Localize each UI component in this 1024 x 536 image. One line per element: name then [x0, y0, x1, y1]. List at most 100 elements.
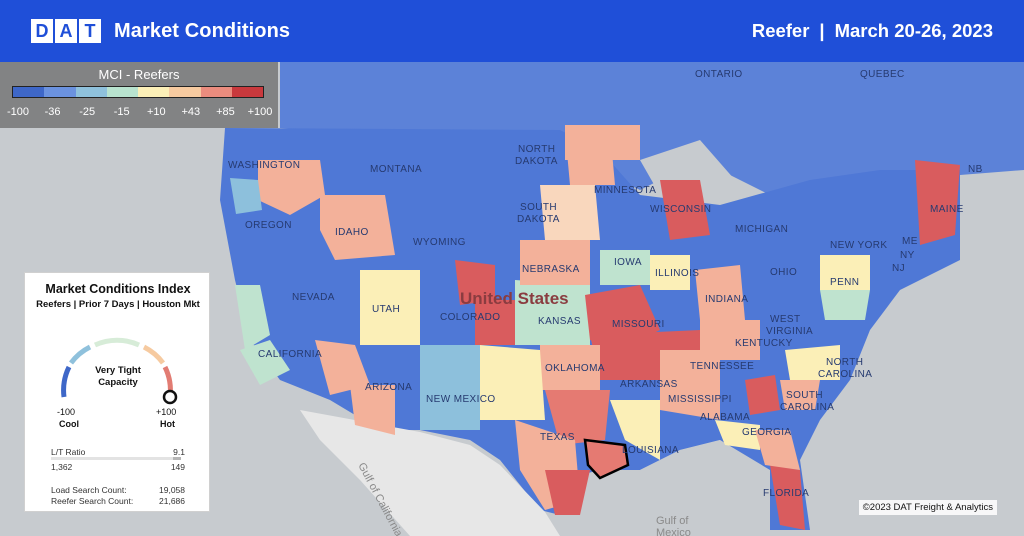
label-missouri: MISSOURI	[612, 319, 665, 330]
legend-tick-label: -100	[6, 106, 30, 118]
region-ontario-west[interactable]	[565, 125, 640, 160]
region-idaho[interactable]	[320, 195, 395, 260]
region-wisconsin[interactable]	[660, 180, 710, 240]
region-nebraska[interactable]	[520, 240, 590, 285]
region-tennessee[interactable]	[700, 320, 760, 360]
date-range: March 20-26, 2023	[834, 20, 993, 41]
label-virginia-1: WEST	[770, 314, 801, 325]
reefer-search-row: Reefer Search Count: 21,686	[51, 496, 185, 506]
load-truck-row: 1,362 149	[51, 462, 185, 472]
region-denver-north[interactable]	[455, 260, 495, 305]
label-idaho: IDAHO	[335, 227, 369, 238]
legend-swatch	[13, 87, 45, 97]
region-east-washington[interactable]	[258, 160, 325, 215]
mci-gauge	[61, 337, 178, 405]
region-california[interactable]	[240, 340, 290, 385]
load-search-value: 19,058	[159, 485, 185, 495]
label-north-carolina-2: CAROLINA	[818, 369, 872, 380]
logo-letter-d: D	[31, 19, 53, 43]
label-oregon: OREGON	[245, 220, 292, 231]
region-north-florida[interactable]	[755, 430, 800, 470]
region-dallas[interactable]	[545, 390, 610, 445]
label-nebraska: NEBRASKA	[522, 264, 580, 275]
region-kansas[interactable]	[515, 280, 590, 345]
lt-ratio-value: 9.1	[173, 447, 185, 457]
label-texas: TEXAS	[540, 432, 575, 443]
label-maine: MAINE	[930, 204, 964, 215]
region-maine[interactable]	[915, 160, 960, 245]
region-north-carolina[interactable]	[785, 345, 840, 380]
label-gulf-of-mexico-1: Gulf of	[656, 515, 689, 527]
label-ontario: ONTARIO	[695, 69, 743, 80]
reefer-search-label: Reefer Search Count:	[51, 496, 134, 506]
mci-choropleth-map[interactable]: WASHINGTON OREGON IDAHO MONTANA WYOMING …	[0, 62, 1024, 536]
region-socal[interactable]	[315, 340, 370, 395]
region-houston[interactable]	[583, 438, 630, 480]
region-georgia-south[interactable]	[715, 420, 760, 450]
label-michigan: MICHIGAN	[735, 224, 788, 235]
logo-letter-t: T	[79, 19, 101, 43]
canada-region	[280, 62, 1024, 200]
logo-letter-a: A	[55, 19, 77, 43]
map-canvas: WASHINGTON OREGON IDAHO MONTANA WYOMING …	[0, 62, 1024, 536]
region-south-texas[interactable]	[545, 470, 590, 515]
gauge-min-value: -100	[57, 407, 76, 417]
region-illinois[interactable]	[650, 255, 690, 290]
legend-swatch	[138, 87, 170, 97]
region-south-florida[interactable]	[770, 465, 805, 530]
page-header: D A T Market Conditions Reefer | March 2…	[0, 0, 1024, 62]
label-oklahoma: OKLAHOMA	[545, 363, 605, 374]
gauge-status: Very Tight Capacity	[83, 365, 153, 389]
region-oklahoma[interactable]	[540, 345, 600, 390]
region-penn[interactable]	[820, 290, 870, 320]
lt-ratio-bar	[51, 457, 181, 460]
region-mississippi[interactable]	[660, 350, 720, 420]
region-minnesota-south[interactable]	[540, 185, 600, 240]
label-south-dakota-2: DAKOTA	[517, 214, 560, 225]
region-iowa[interactable]	[600, 250, 650, 285]
mexico-land	[300, 410, 560, 536]
label-north-dakota-1: NORTH	[518, 144, 555, 155]
app-title: Market Conditions	[114, 19, 291, 42]
label-florida: FLORIDA	[763, 488, 809, 499]
legend-swatch	[44, 87, 76, 97]
legend-color-scale	[12, 86, 264, 98]
region-new-york[interactable]	[820, 255, 870, 290]
label-quebec: QUEBEC	[860, 69, 905, 80]
region-colorado-south[interactable]	[475, 300, 515, 345]
label-mississippi: MISSISSIPPI	[668, 394, 732, 405]
label-south-dakota-1: SOUTH	[520, 202, 557, 213]
label-washington: WASHINGTON	[228, 160, 300, 171]
region-atlanta[interactable]	[745, 375, 780, 415]
label-me: ME	[902, 236, 918, 247]
region-new-mexico[interactable]	[420, 345, 480, 430]
region-west-washington[interactable]	[230, 178, 262, 214]
market-conditions-index-card: Market Conditions Index Reefers | Prior …	[24, 272, 210, 512]
label-colorado: COLORADO	[440, 312, 500, 323]
region-utah[interactable]	[360, 270, 420, 345]
lt-ratio-row: L/T Ratio 9.1	[51, 447, 185, 457]
label-virginia-2: VIRGINIA	[766, 326, 813, 337]
region-north-california[interactable]	[235, 285, 270, 350]
label-nevada: NEVADA	[292, 292, 335, 303]
label-california: CALIFORNIA	[258, 349, 322, 360]
gulf-of-mexico	[560, 440, 770, 536]
label-tennessee: TENNESSEE	[690, 361, 754, 372]
truck-count: 149	[170, 462, 185, 472]
legend-swatch	[75, 87, 107, 97]
label-north-carolina-1: NORTH	[826, 357, 863, 368]
label-north-dakota-2: DAKOTA	[515, 156, 558, 167]
region-phoenix[interactable]	[350, 385, 395, 435]
load-search-label: Load Search Count:	[51, 485, 127, 495]
region-south-carolina[interactable]	[780, 380, 820, 410]
gauge-max-value: +100	[156, 407, 177, 417]
region-louisiana[interactable]	[610, 400, 660, 460]
region-west-texas[interactable]	[480, 345, 545, 420]
label-nb: NB	[968, 164, 983, 175]
gauge-status-line2: Capacity	[98, 377, 138, 388]
region-indiana[interactable]	[695, 265, 745, 320]
label-south-carolina-1: SOUTH	[786, 390, 823, 401]
label-south-carolina-2: CAROLINA	[780, 402, 834, 413]
label-wisconsin: WISCONSIN	[650, 204, 711, 215]
